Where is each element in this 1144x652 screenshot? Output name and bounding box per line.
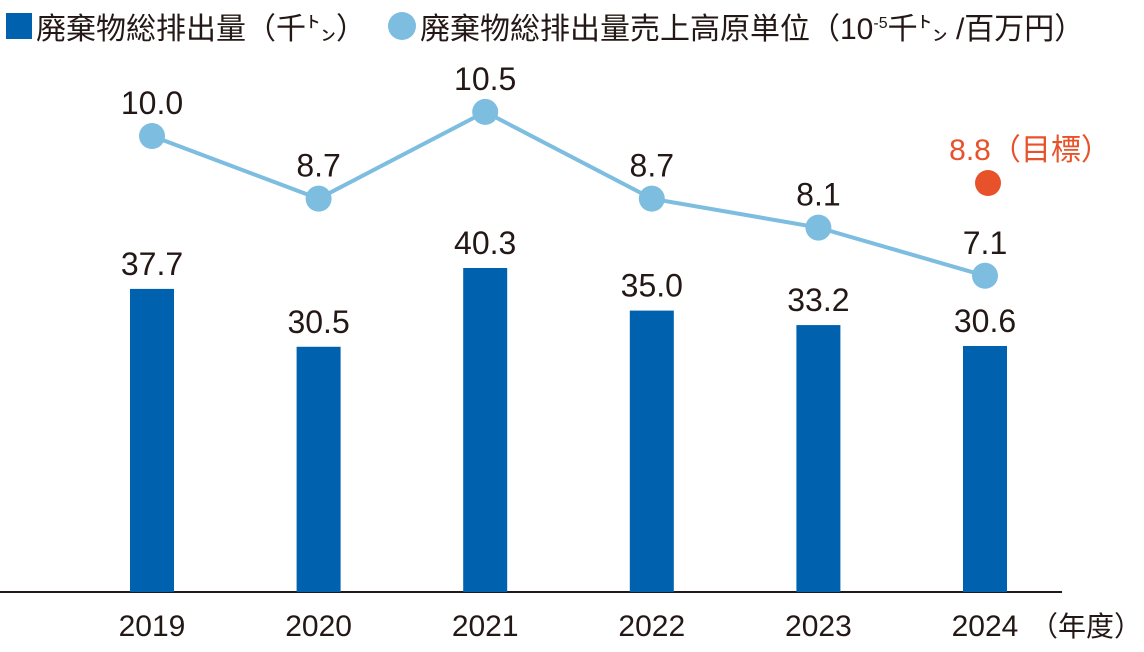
- tick-label-2021: 2021: [452, 610, 519, 643]
- line-point-2021: [472, 98, 499, 125]
- legend-line-swatch: [388, 12, 416, 40]
- line-label-2019: 10.0: [121, 85, 183, 121]
- line-label-2024: 7.1: [963, 225, 1007, 261]
- bar-label-2022: 35.0: [621, 268, 683, 304]
- target-label: 8.8（目標）: [949, 134, 1111, 167]
- legend: 廃棄物総排出量（千㌧） 廃棄物総排出量売上高原単位（10-5千㌧ /百万円）: [6, 4, 1084, 48]
- bar-2023: [796, 325, 841, 592]
- tick-label-2023: 2023: [785, 610, 852, 643]
- line-label-2022: 8.7: [630, 148, 674, 184]
- x-unit-label: （年度）: [1030, 611, 1142, 642]
- bar-2020: [296, 346, 341, 592]
- line-point-2019: [139, 123, 165, 149]
- bar-label-2023: 33.2: [787, 282, 849, 318]
- line-series: [151, 109, 986, 278]
- line-point-2020: [305, 185, 332, 212]
- line-point-2022: [638, 185, 665, 212]
- bar-2019: [130, 288, 174, 592]
- bar-2021: [463, 267, 508, 592]
- bar-2024: [963, 345, 1007, 592]
- tick-label-2020: 2020: [285, 610, 352, 643]
- bar-label-2021: 40.3: [454, 225, 516, 261]
- target-point: [975, 170, 1001, 196]
- line-label-2023: 8.1: [796, 177, 840, 213]
- tick-label-2022: 2022: [618, 610, 685, 643]
- line-point-2024: [972, 262, 998, 289]
- bar-label-2024: 30.6: [954, 303, 1016, 339]
- bar-label-2019: 37.7: [121, 246, 183, 282]
- tick-label-2024: 2024: [952, 610, 1019, 643]
- line-point-2023: [805, 214, 832, 241]
- legend-bar-label: 廃棄物総排出量（千㌧）: [36, 13, 366, 46]
- bar-label-2020: 30.5: [287, 304, 349, 340]
- tick-label-2019: 2019: [119, 610, 186, 643]
- line-label-2021: 10.5: [454, 61, 516, 97]
- legend-line-label: 廃棄物総排出量売上高原単位（10-5千㌧ /百万円）: [420, 13, 1085, 46]
- legend-bar-swatch: [6, 13, 32, 39]
- line-label-2020: 8.7: [296, 148, 340, 184]
- bar-2022: [629, 310, 674, 592]
